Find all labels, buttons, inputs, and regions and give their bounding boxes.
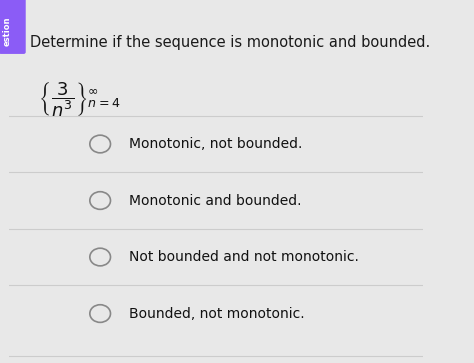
Text: $\left\{\dfrac{3}{n^3}\right\}_{n=4}^{\infty}$: $\left\{\dfrac{3}{n^3}\right\}_{n=4}^{\i… [38,81,120,119]
Text: Determine if the sequence is monotonic and bounded.: Determine if the sequence is monotonic a… [30,34,430,49]
Text: Monotonic and bounded.: Monotonic and bounded. [129,193,301,208]
Text: estion: estion [3,16,12,46]
Text: Not bounded and not monotonic.: Not bounded and not monotonic. [129,250,359,264]
Text: Bounded, not monotonic.: Bounded, not monotonic. [129,306,305,321]
Text: Monotonic, not bounded.: Monotonic, not bounded. [129,137,302,151]
FancyBboxPatch shape [0,0,26,54]
